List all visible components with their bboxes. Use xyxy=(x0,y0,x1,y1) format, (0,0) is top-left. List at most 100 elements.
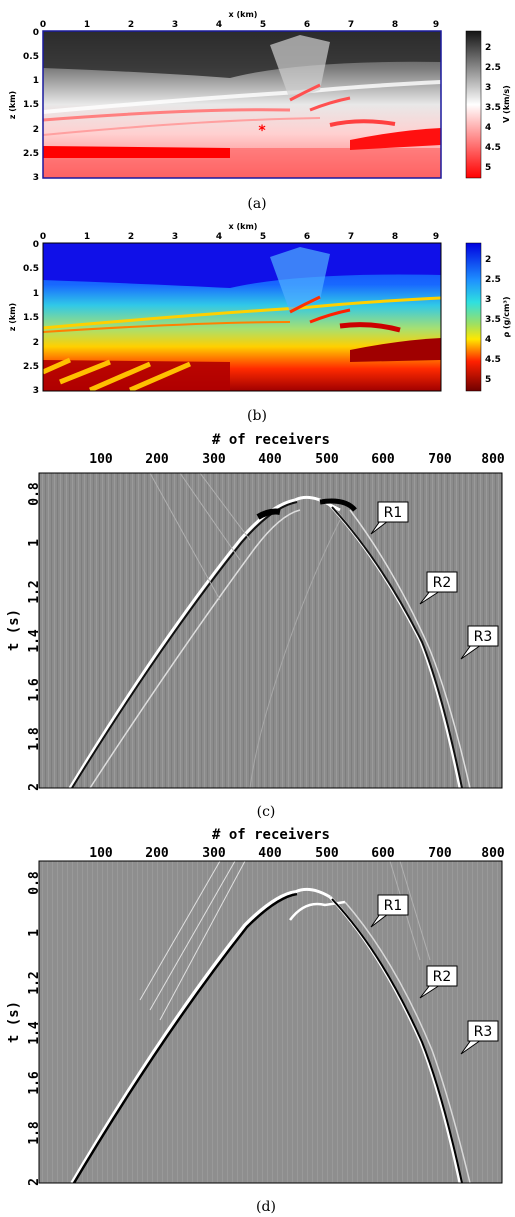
panel-d-xlabel: # of receivers xyxy=(212,827,330,843)
y-tick: 3 xyxy=(33,173,39,183)
caption-c: (c) xyxy=(257,804,276,820)
callout-label: R1 xyxy=(384,505,403,521)
panel-c-xlabel: # of receivers xyxy=(212,432,330,448)
callout-box xyxy=(426,965,458,987)
x-tick: 8 xyxy=(392,20,398,30)
caption-d: (d) xyxy=(256,1199,276,1215)
cbar-tick: 3.5 xyxy=(485,103,501,113)
x-tick: 1 xyxy=(84,232,90,242)
x-tick: 800 xyxy=(481,452,505,467)
callout-pointer xyxy=(460,644,482,660)
cbar-tick: 2.5 xyxy=(485,63,501,73)
panel-d-callout-r1: R1 xyxy=(370,894,409,928)
x-tick: 3 xyxy=(172,232,178,242)
cbar-tick: 3.5 xyxy=(485,315,501,325)
y-tick: 1.2 xyxy=(27,971,42,994)
panel-b-xlabel: x (km) xyxy=(229,222,258,231)
y-tick: 1.8 xyxy=(27,1121,42,1145)
x-tick: 2 xyxy=(128,20,134,30)
y-tick: 1.8 xyxy=(27,727,42,751)
y-tick: 1.6 xyxy=(27,1071,42,1095)
y-tick: 1.5 xyxy=(23,313,39,323)
x-tick: 6 xyxy=(304,20,310,30)
panel-d: # of receivers 100 200 300 400 500 600 7… xyxy=(6,827,505,1186)
x-tick: 400 xyxy=(258,452,282,467)
panel-c-callout-r2: R2 xyxy=(419,571,458,605)
y-tick: 1.2 xyxy=(27,580,42,603)
callout-box xyxy=(377,501,409,523)
panel-a-x-ticks: 0 1 2 3 4 5 6 7 8 9 xyxy=(40,20,439,30)
x-tick: 4 xyxy=(216,20,222,30)
panel-c-ylabel: t (s) xyxy=(6,609,22,651)
panel-b-image xyxy=(43,243,441,391)
x-tick: 500 xyxy=(315,846,339,861)
cbar-tick: 5 xyxy=(485,163,491,173)
cbar-tick: 4.5 xyxy=(485,355,501,365)
panel-d-ylabel: t (s) xyxy=(6,1001,22,1043)
panel-b: x (km) 0 1 2 3 4 5 6 7 8 9 z (km) 0 0.5 … xyxy=(8,222,511,396)
cbar-tick: 5 xyxy=(485,375,491,385)
panel-a-ylabel: z (km) xyxy=(8,91,17,119)
x-tick: 200 xyxy=(145,846,169,861)
panel-a-xlabel: x (km) xyxy=(229,10,258,19)
cbar-tick: 2 xyxy=(485,255,491,265)
y-tick: 2 xyxy=(27,1178,42,1186)
panel-b-cbar-label: ρ (g/cm³) xyxy=(502,296,511,337)
panel-d-callout-r2: R2 xyxy=(419,965,458,999)
x-tick: 6 xyxy=(304,232,310,242)
callout-label: R2 xyxy=(433,575,452,591)
x-tick: 0 xyxy=(40,232,46,242)
x-tick: 0 xyxy=(40,20,46,30)
y-tick: 2.5 xyxy=(23,149,39,159)
cbar-tick: 4.5 xyxy=(485,143,501,153)
panel-b-cbar-ticks: 2 2.5 3 3.5 4 4.5 5 xyxy=(485,255,501,385)
callout-box xyxy=(467,625,499,647)
callout-label: R1 xyxy=(384,898,403,914)
panel-a-cbar-ticks: 2 2.5 3 3.5 4 4.5 5 xyxy=(485,43,501,173)
panel-a-frame xyxy=(42,30,442,179)
x-tick: 8 xyxy=(392,232,398,242)
caption-a: (a) xyxy=(247,196,266,212)
y-tick: 1.4 xyxy=(27,629,42,653)
panel-d-callout-r3: R3 xyxy=(460,1020,499,1055)
x-tick: 2 xyxy=(128,232,134,242)
x-tick: 600 xyxy=(371,452,395,467)
x-tick: 100 xyxy=(89,846,113,861)
cbar-tick: 3 xyxy=(485,83,491,93)
x-tick: 500 xyxy=(315,452,339,467)
panel-c-y-ticks: 0.8 1 1.2 1.4 1.6 1.8 2 xyxy=(27,482,42,791)
panel-c-seismogram xyxy=(39,473,502,788)
y-tick: 1 xyxy=(27,929,42,937)
y-tick: 0.5 xyxy=(23,52,39,62)
source-marker: * xyxy=(258,123,266,139)
panel-d-seismogram xyxy=(39,861,502,1183)
callout-pointer xyxy=(460,1039,482,1055)
panel-a: x (km) 0 1 2 3 4 5 6 7 8 9 z (km) 0 0.5 … xyxy=(8,10,511,183)
y-tick: 0 xyxy=(33,28,39,38)
y-tick: 0 xyxy=(33,240,39,250)
y-tick: 2.5 xyxy=(23,362,39,372)
panel-a-cbar-label: V (km/s) xyxy=(502,85,511,123)
panel-c: # of receivers 100 200 300 400 500 600 7… xyxy=(6,432,505,791)
x-tick: 1 xyxy=(84,20,90,30)
panel-a-colorbar xyxy=(465,30,482,179)
y-tick: 1 xyxy=(33,289,39,299)
callout-label: R3 xyxy=(474,629,493,645)
y-tick: 3 xyxy=(33,386,39,396)
callout-label: R2 xyxy=(433,969,452,985)
cbar-tick: 2.5 xyxy=(485,275,501,285)
y-tick: 2 xyxy=(27,783,42,791)
x-tick: 4 xyxy=(216,232,222,242)
panel-b-colorbar xyxy=(465,242,482,392)
cbar-tick: 3 xyxy=(485,295,491,305)
caption-b: (b) xyxy=(247,408,267,424)
x-tick: 700 xyxy=(428,846,452,861)
cbar-tick: 4 xyxy=(485,335,491,345)
panel-a-image xyxy=(43,31,441,178)
x-tick: 9 xyxy=(433,20,439,30)
y-tick: 1 xyxy=(27,539,42,547)
callout-pointer xyxy=(419,984,441,999)
callout-box xyxy=(426,571,458,593)
x-tick: 400 xyxy=(258,846,282,861)
